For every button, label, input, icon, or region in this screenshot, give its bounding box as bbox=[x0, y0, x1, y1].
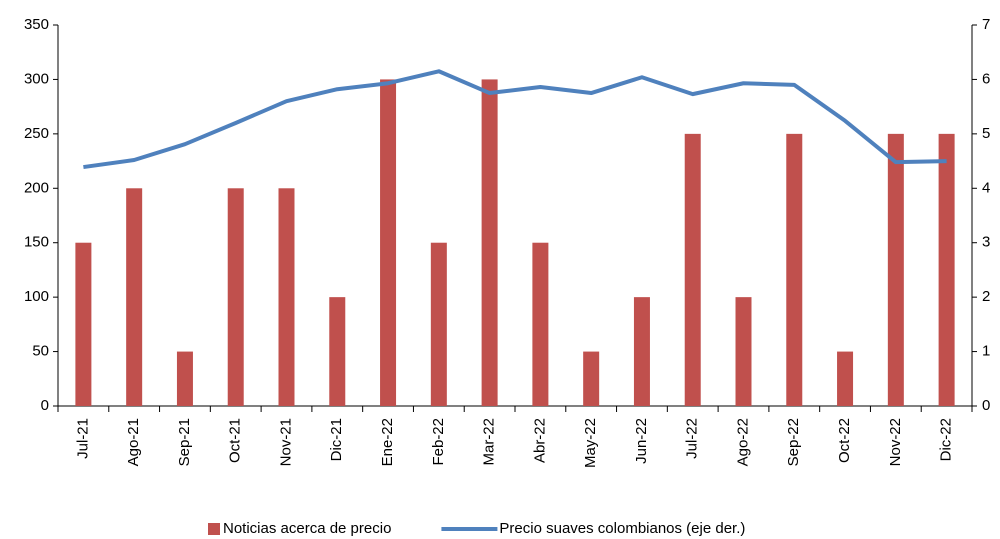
y2-tick-label: 6 bbox=[982, 70, 990, 87]
y2-tick-label: 5 bbox=[982, 125, 990, 142]
y2-tick-label: 2 bbox=[982, 288, 990, 305]
x-tick-label: Ago-22 bbox=[734, 418, 751, 466]
bar bbox=[126, 188, 143, 406]
x-tick-label: Jul-21 bbox=[74, 418, 91, 459]
bar bbox=[938, 133, 955, 406]
x-tick-label: Ene-22 bbox=[379, 418, 396, 466]
x-tick-label: Dic-22 bbox=[938, 418, 955, 461]
y-tick-label: 350 bbox=[24, 16, 49, 33]
y-tick-label: 0 bbox=[41, 397, 49, 414]
bar bbox=[837, 351, 854, 406]
bar bbox=[583, 351, 600, 406]
x-tick-label: Jun-22 bbox=[633, 418, 650, 464]
bar bbox=[227, 188, 244, 406]
bar bbox=[430, 242, 447, 406]
bar bbox=[278, 188, 295, 406]
x-tick-label: Abr-22 bbox=[531, 418, 548, 463]
y-tick-label: 250 bbox=[24, 125, 49, 142]
y2-tick-label: 7 bbox=[982, 16, 990, 33]
y2-tick-label: 4 bbox=[982, 179, 990, 196]
bar bbox=[481, 79, 498, 406]
y-tick-label: 200 bbox=[24, 179, 49, 196]
y-tick-label: 100 bbox=[24, 288, 49, 305]
x-tick-label: Nov-21 bbox=[277, 418, 294, 466]
bar bbox=[786, 133, 803, 406]
x-tick-label: Mar-22 bbox=[481, 418, 498, 466]
bar bbox=[633, 297, 650, 406]
x-tick-label: Nov-22 bbox=[887, 418, 904, 466]
bar bbox=[75, 242, 92, 406]
bar bbox=[735, 297, 752, 406]
y2-tick-label: 1 bbox=[982, 343, 990, 360]
y2-tick-label: 0 bbox=[982, 397, 990, 414]
x-tick-label: Sep-22 bbox=[785, 418, 802, 466]
y-tick-label: 300 bbox=[24, 70, 49, 87]
legend-label: Noticias acerca de precio bbox=[223, 520, 391, 537]
x-tick-label: Jul-22 bbox=[684, 418, 701, 459]
x-tick-label: Oct-21 bbox=[227, 418, 244, 463]
bar bbox=[380, 79, 397, 406]
x-tick-label: Sep-21 bbox=[176, 418, 193, 466]
bar bbox=[329, 297, 346, 406]
x-tick-label: Dic-21 bbox=[328, 418, 345, 461]
legend-swatch bbox=[208, 523, 220, 535]
line bbox=[83, 69, 947, 170]
legend-label: Precio suaves colombianos (eje der.) bbox=[499, 520, 745, 537]
bar bbox=[887, 133, 904, 406]
x-tick-label: Oct-22 bbox=[836, 418, 853, 463]
x-tick-label: Feb-22 bbox=[430, 418, 447, 466]
x-tick-label: Ago-21 bbox=[125, 418, 142, 466]
bar bbox=[532, 242, 549, 406]
y-tick-label: 50 bbox=[32, 343, 49, 360]
bar bbox=[684, 133, 701, 406]
y2-tick-label: 3 bbox=[982, 234, 990, 251]
bar bbox=[176, 351, 193, 406]
y-tick-label: 150 bbox=[24, 234, 49, 251]
x-tick-label: May-22 bbox=[582, 418, 599, 468]
